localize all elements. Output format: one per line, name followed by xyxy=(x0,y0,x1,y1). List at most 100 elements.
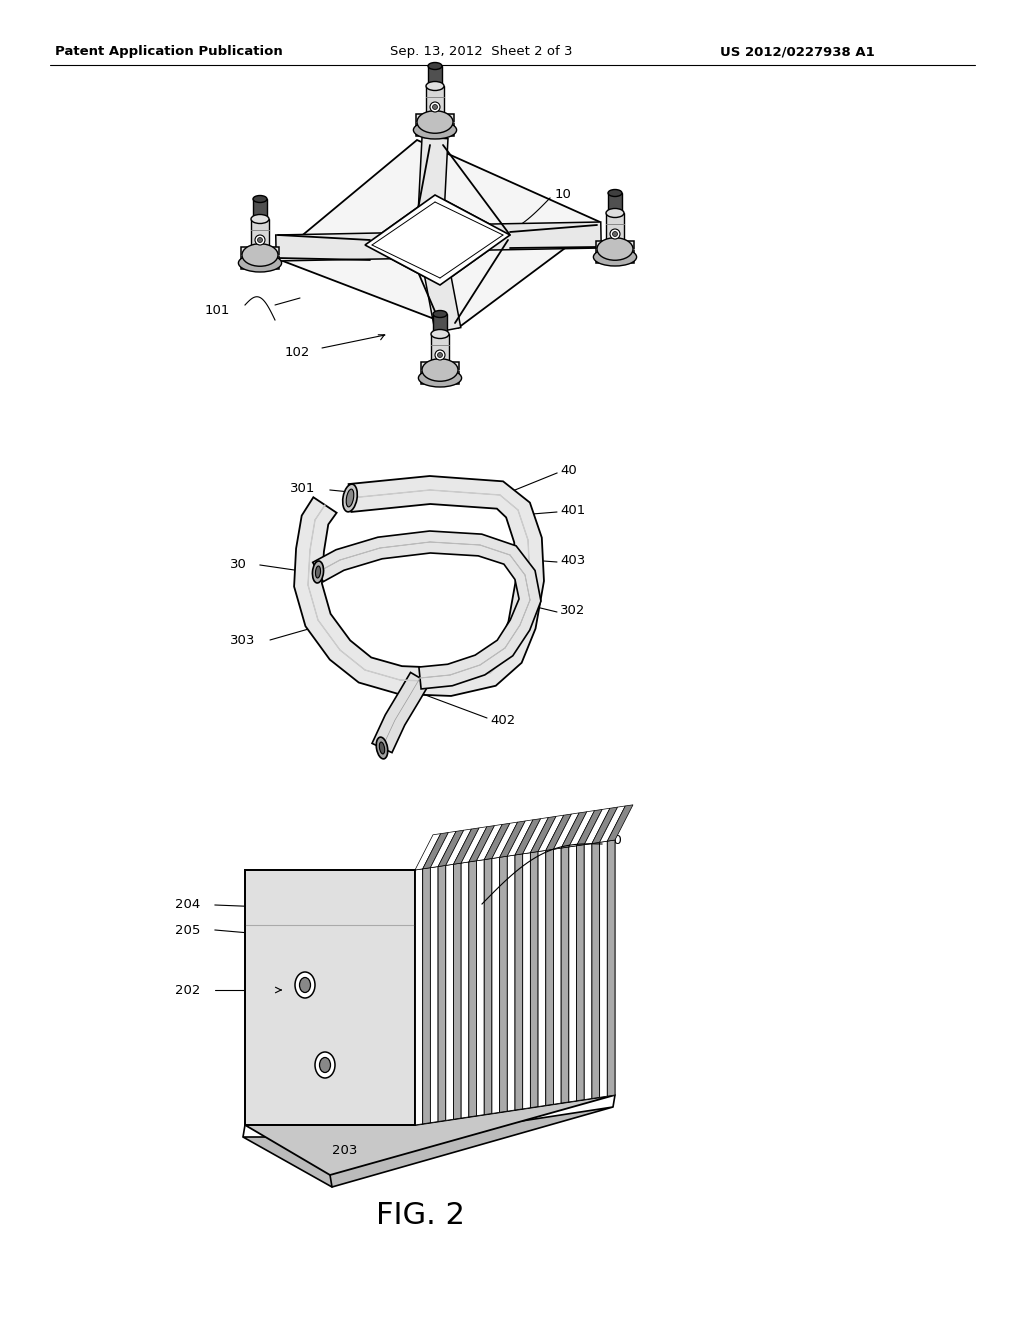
Polygon shape xyxy=(592,842,600,1098)
Polygon shape xyxy=(538,850,546,1106)
Polygon shape xyxy=(461,862,469,1118)
Polygon shape xyxy=(438,222,601,251)
Text: 303: 303 xyxy=(230,634,255,647)
Ellipse shape xyxy=(346,490,353,507)
Polygon shape xyxy=(461,826,486,863)
Polygon shape xyxy=(372,202,503,279)
Polygon shape xyxy=(251,219,269,253)
Polygon shape xyxy=(492,857,500,1114)
Polygon shape xyxy=(569,846,577,1102)
Ellipse shape xyxy=(299,978,310,993)
Polygon shape xyxy=(433,314,447,337)
Polygon shape xyxy=(469,861,476,1117)
Polygon shape xyxy=(585,843,592,1100)
Circle shape xyxy=(612,231,617,236)
Ellipse shape xyxy=(431,330,449,338)
Polygon shape xyxy=(476,859,484,1115)
Ellipse shape xyxy=(422,359,458,381)
Polygon shape xyxy=(484,858,492,1114)
Polygon shape xyxy=(438,866,445,1122)
Polygon shape xyxy=(561,812,587,847)
Polygon shape xyxy=(561,847,569,1104)
Ellipse shape xyxy=(253,195,267,202)
Ellipse shape xyxy=(433,310,447,318)
Polygon shape xyxy=(600,807,626,842)
Polygon shape xyxy=(530,816,556,853)
Polygon shape xyxy=(454,863,461,1119)
Polygon shape xyxy=(500,857,507,1113)
Polygon shape xyxy=(428,66,442,88)
Text: 203: 203 xyxy=(333,1143,357,1156)
Polygon shape xyxy=(530,851,538,1107)
Text: 30: 30 xyxy=(230,558,247,572)
Polygon shape xyxy=(454,828,479,865)
Ellipse shape xyxy=(428,62,442,70)
Polygon shape xyxy=(569,846,577,1102)
Polygon shape xyxy=(507,855,515,1111)
Ellipse shape xyxy=(312,561,324,583)
Polygon shape xyxy=(416,114,454,136)
Ellipse shape xyxy=(419,370,462,387)
Polygon shape xyxy=(469,825,495,862)
Circle shape xyxy=(610,228,620,239)
Ellipse shape xyxy=(417,111,453,133)
Polygon shape xyxy=(426,86,444,120)
Text: FIG. 2: FIG. 2 xyxy=(376,1200,465,1229)
Polygon shape xyxy=(245,870,415,1125)
Polygon shape xyxy=(312,531,541,689)
Polygon shape xyxy=(592,842,600,1098)
Polygon shape xyxy=(417,137,447,236)
Polygon shape xyxy=(245,1096,615,1175)
Polygon shape xyxy=(546,849,553,1105)
Polygon shape xyxy=(515,854,522,1110)
Ellipse shape xyxy=(315,566,321,578)
Ellipse shape xyxy=(426,82,444,91)
Polygon shape xyxy=(600,841,607,1097)
Ellipse shape xyxy=(414,121,457,139)
Text: 401: 401 xyxy=(560,503,586,516)
Circle shape xyxy=(432,104,437,110)
Text: US 2012/0227938 A1: US 2012/0227938 A1 xyxy=(720,45,874,58)
Polygon shape xyxy=(492,822,517,858)
Ellipse shape xyxy=(239,253,282,272)
Text: 101: 101 xyxy=(205,304,230,317)
Polygon shape xyxy=(592,807,617,843)
Polygon shape xyxy=(438,830,464,866)
Polygon shape xyxy=(492,857,500,1114)
Polygon shape xyxy=(538,816,564,851)
Polygon shape xyxy=(476,825,502,861)
Polygon shape xyxy=(561,847,569,1104)
Ellipse shape xyxy=(343,484,357,512)
Polygon shape xyxy=(569,810,595,847)
Polygon shape xyxy=(538,850,546,1106)
Polygon shape xyxy=(500,857,507,1113)
Polygon shape xyxy=(500,821,525,857)
Ellipse shape xyxy=(319,1057,331,1072)
Polygon shape xyxy=(469,861,476,1117)
Polygon shape xyxy=(515,818,541,855)
Polygon shape xyxy=(461,862,469,1118)
Polygon shape xyxy=(423,833,449,869)
Text: 10: 10 xyxy=(555,189,571,202)
Polygon shape xyxy=(294,477,544,696)
Polygon shape xyxy=(553,847,561,1105)
Polygon shape xyxy=(445,865,454,1121)
Ellipse shape xyxy=(608,190,622,197)
Polygon shape xyxy=(430,866,438,1123)
Polygon shape xyxy=(522,817,549,854)
Text: 204: 204 xyxy=(175,899,201,912)
Polygon shape xyxy=(577,845,585,1101)
Polygon shape xyxy=(423,867,430,1123)
Polygon shape xyxy=(484,824,510,859)
Polygon shape xyxy=(241,247,279,269)
Ellipse shape xyxy=(593,248,637,267)
Circle shape xyxy=(437,352,442,358)
Polygon shape xyxy=(275,140,600,327)
Polygon shape xyxy=(372,672,429,752)
Polygon shape xyxy=(596,242,634,263)
Polygon shape xyxy=(546,814,571,850)
Circle shape xyxy=(430,102,440,112)
Polygon shape xyxy=(415,834,440,870)
Ellipse shape xyxy=(376,737,388,759)
Text: Patent Application Publication: Patent Application Publication xyxy=(55,45,283,58)
